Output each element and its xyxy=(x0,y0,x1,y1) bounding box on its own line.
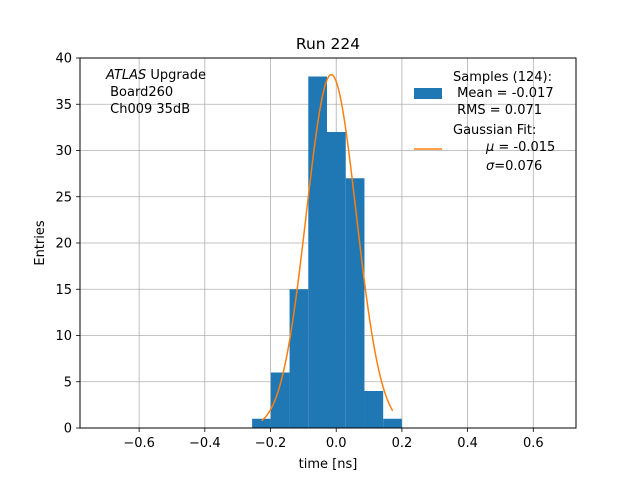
legend-fit-mu-symbol: μ xyxy=(485,140,494,155)
y-tick-label: 15 xyxy=(55,283,72,298)
annotation-upgrade: Upgrade xyxy=(146,68,206,83)
svg-text:σ=0.076: σ=0.076 xyxy=(457,159,563,174)
y-tick-label: 25 xyxy=(55,190,72,205)
x-tick-label: 0.2 xyxy=(392,436,413,451)
histogram-bars xyxy=(252,76,402,428)
legend-samples-mean: Mean = -0.017 xyxy=(453,86,554,101)
legend-samples-rms: RMS = 0.071 xyxy=(453,103,542,118)
svg-text:μ = -0.015: μ = -0.015 xyxy=(457,140,576,155)
y-tick-label: 0 xyxy=(64,422,72,437)
y-tick-label: 20 xyxy=(55,237,72,252)
y-axis-label: Entries xyxy=(33,220,48,266)
x-tick-label: 0.0 xyxy=(326,436,347,451)
y-tick-label: 40 xyxy=(55,52,72,67)
y-tick-label: 35 xyxy=(55,98,72,113)
histogram-bar xyxy=(364,391,384,428)
annotation-channel: Ch009 35dB xyxy=(106,102,190,117)
x-tick-label: −0.2 xyxy=(255,436,287,451)
annotation-atlas: ATLAS xyxy=(105,68,146,83)
legend-fit-title: Gaussian Fit: xyxy=(453,123,536,138)
x-axis-label: time [ns] xyxy=(299,457,358,472)
histogram-bar xyxy=(383,418,402,428)
svg-text:ATLAS Upgrade: ATLAS Upgrade xyxy=(105,68,206,83)
y-tick-label: 10 xyxy=(55,329,72,344)
histogram-bar xyxy=(308,76,328,428)
legend-fit-mu-value: = -0.015 xyxy=(494,140,555,155)
legend-swatch-samples xyxy=(414,88,442,99)
annotation-board: Board260 xyxy=(106,85,173,100)
chart-title: Run 224 xyxy=(296,35,360,53)
histogram-bar xyxy=(345,178,365,428)
legend: Samples (124): Mean = -0.017 RMS = 0.071… xyxy=(414,70,576,174)
x-tick-label: 0.6 xyxy=(523,436,544,451)
histogram-bar xyxy=(327,132,346,428)
histogram-bar xyxy=(252,418,271,428)
legend-samples-title: Samples (124): xyxy=(453,70,552,85)
y-tick-label: 5 xyxy=(64,375,72,390)
x-axis-ticks: −0.6 −0.4 −0.2 0.0 0.2 0.4 0.6 xyxy=(123,428,544,451)
atlas-annotation: ATLAS Upgrade Board260 Ch009 35dB xyxy=(105,68,206,117)
legend-fit-sigma-value: =0.076 xyxy=(494,159,542,174)
legend-fit-sigma-symbol: σ xyxy=(486,159,495,174)
y-axis-ticks: 0 5 10 15 20 25 30 35 40 xyxy=(55,52,80,437)
x-tick-label: −0.4 xyxy=(189,436,221,451)
histogram-bar xyxy=(270,372,290,428)
histogram-bar xyxy=(289,289,309,428)
x-tick-label: 0.4 xyxy=(457,436,478,451)
gaussian-fit-curve xyxy=(261,73,394,422)
x-tick-label: −0.6 xyxy=(123,436,155,451)
y-tick-label: 30 xyxy=(55,144,72,159)
